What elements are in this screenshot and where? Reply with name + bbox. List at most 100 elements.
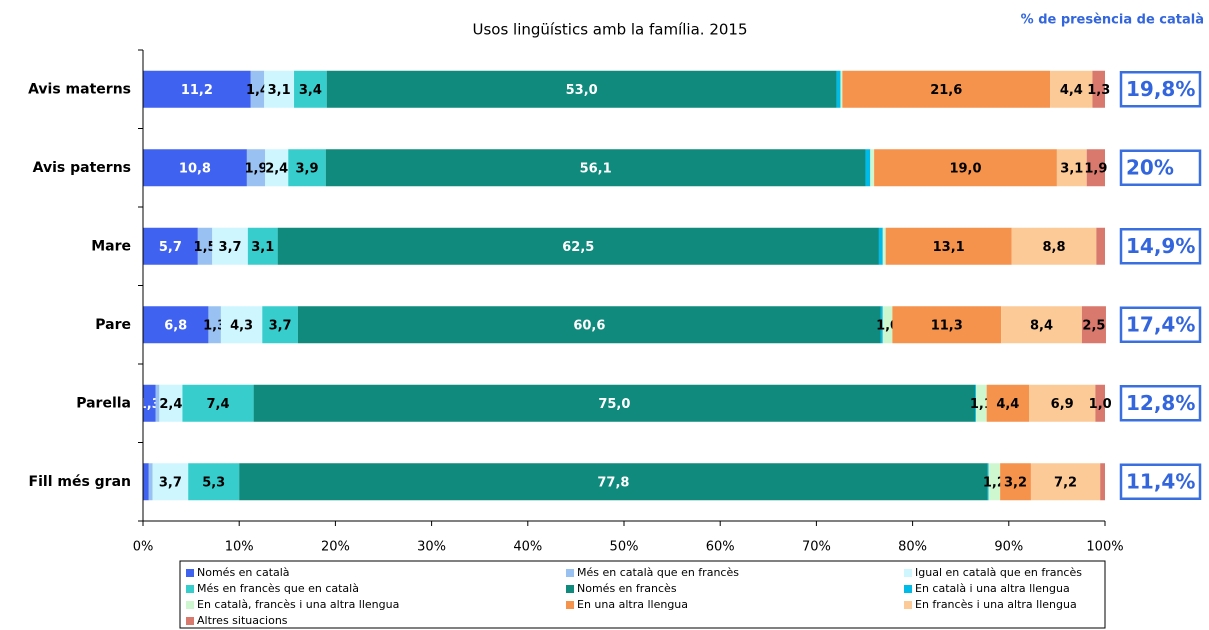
- bar-segment: [297, 306, 881, 344]
- bar-segment: [288, 149, 326, 187]
- y-tick-label: Avis materns: [28, 81, 131, 97]
- bar-segment: [143, 384, 156, 422]
- bar-segment: [1056, 149, 1087, 187]
- bar-segment: [882, 306, 893, 344]
- side-box: [1119, 149, 1202, 186]
- legend-label: Només en francès: [577, 582, 677, 595]
- bar-segment: [152, 463, 189, 501]
- legend-label: En català, francès i una altra llengua: [197, 598, 399, 611]
- data-label: 3,7: [159, 475, 182, 490]
- bar-segment: [212, 227, 248, 265]
- bar-segment: [836, 70, 841, 108]
- side-value: 17,4%: [1126, 312, 1195, 336]
- data-label: 4,3: [230, 318, 253, 333]
- data-label: 2,4: [159, 397, 182, 412]
- side-box: [1119, 385, 1202, 422]
- data-label: 3,9: [296, 161, 319, 176]
- bar-segment: [155, 384, 160, 422]
- legend-swatch: [186, 601, 194, 609]
- data-label: 8,4: [1030, 318, 1053, 333]
- legend-swatch: [566, 585, 574, 593]
- bar-segment: [197, 227, 213, 265]
- data-label: 5,3: [202, 475, 225, 490]
- bar-segment: [840, 70, 843, 108]
- data-label: 4,4: [996, 397, 1019, 412]
- x-tick-label: 20%: [321, 540, 350, 555]
- bar-segment: [1011, 227, 1097, 265]
- legend-swatch: [186, 585, 194, 593]
- data-label: 1,0: [1089, 397, 1112, 412]
- y-tick-label: Mare: [91, 238, 131, 254]
- data-label: 3,2: [1004, 475, 1027, 490]
- x-tick-label: 40%: [513, 540, 542, 555]
- x-tick-label: 70%: [802, 540, 831, 555]
- x-tick-label: 0%: [133, 540, 154, 555]
- data-label: 1,9: [245, 161, 268, 176]
- bar-segment: [143, 149, 247, 187]
- bar-segment: [874, 149, 1057, 187]
- legend-swatch: [186, 617, 194, 625]
- bar-segment: [326, 70, 837, 108]
- side-value: 19,8%: [1126, 77, 1195, 101]
- data-label: 11,3: [931, 318, 963, 333]
- bar-segment: [1029, 384, 1096, 422]
- legend-label: Més en català que en francès: [577, 566, 739, 579]
- bar-segment: [842, 70, 1051, 108]
- bar-segment: [143, 306, 209, 344]
- bar-segment: [143, 70, 251, 108]
- legend-swatch: [904, 601, 912, 609]
- y-tick-label: Pare: [95, 317, 131, 333]
- side-box: [1119, 71, 1202, 108]
- legend-swatch: [904, 569, 912, 577]
- chart-title: Usos lingüístics amb la família. 2015: [473, 21, 748, 39]
- side-value: 11,4%: [1126, 469, 1195, 493]
- data-label: 7,2: [1054, 475, 1077, 490]
- data-label: 21,6: [930, 83, 962, 98]
- bar-segment: [986, 384, 1030, 422]
- legend-label: Igual en català que en francès: [915, 566, 1082, 579]
- bar-segment: [264, 70, 295, 108]
- bar-segment: [277, 227, 879, 265]
- y-tick-label: Parella: [76, 395, 131, 411]
- data-label: 56,1: [580, 161, 612, 176]
- data-label: 75,0: [598, 397, 630, 412]
- bar-segment: [987, 463, 989, 501]
- data-label: 62,5: [562, 240, 594, 255]
- x-tick-label: 80%: [898, 540, 927, 555]
- legend-label: Altres situacions: [197, 614, 288, 627]
- bar-segment: [159, 384, 183, 422]
- legend-label: En una altra llengua: [577, 598, 688, 611]
- bar-segment: [878, 227, 883, 265]
- data-label: 13,1: [933, 240, 965, 255]
- data-label: 1,3: [1087, 83, 1110, 98]
- bar-segment: [143, 463, 149, 501]
- bar-segment: [247, 227, 278, 265]
- bar-segment: [988, 463, 1001, 501]
- x-tick-label: 100%: [1086, 540, 1123, 555]
- bar-segment: [892, 306, 1002, 344]
- y-tick-label: Avis paterns: [33, 160, 131, 176]
- data-label: 1,5: [194, 240, 217, 255]
- side-box: [1119, 306, 1202, 343]
- bar-segment: [1050, 70, 1093, 108]
- bar-segment: [253, 384, 976, 422]
- bar-segment: [1030, 463, 1101, 501]
- x-tick-label: 90%: [994, 540, 1023, 555]
- data-label: 1,9: [1084, 161, 1107, 176]
- side-box: [1119, 228, 1202, 265]
- bar-segment: [865, 149, 871, 187]
- bar-segment: [239, 463, 988, 501]
- bar-segment: [976, 384, 987, 422]
- data-label: 8,8: [1042, 240, 1065, 255]
- bar-segment: [975, 384, 977, 422]
- data-label: 10,8: [179, 161, 211, 176]
- legend-swatch: [566, 569, 574, 577]
- data-label: 53,0: [566, 83, 598, 98]
- side-value: 20%: [1126, 155, 1174, 179]
- data-label: 1,2: [983, 475, 1006, 490]
- bar-segment: [882, 227, 886, 265]
- bar-segment: [885, 227, 1012, 265]
- side-box: [1119, 463, 1202, 500]
- data-label: 6,9: [1051, 397, 1074, 412]
- legend-swatch: [186, 569, 194, 577]
